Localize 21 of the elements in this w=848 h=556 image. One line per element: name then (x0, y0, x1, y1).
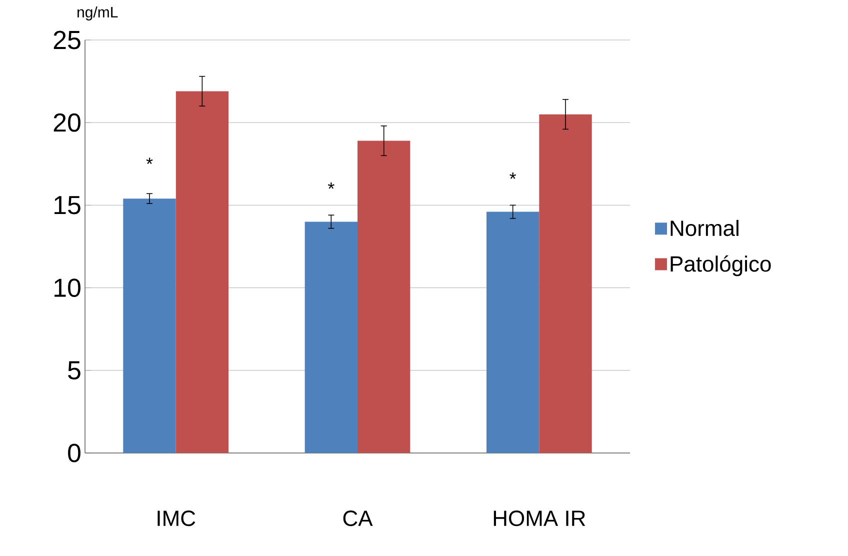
annotation: * (510, 172, 516, 179)
y-tick-label: 10 (54, 278, 80, 297)
y-tick-label: 0 (68, 444, 80, 462)
y-tick-label: 20 (54, 113, 80, 132)
bar (304, 222, 358, 453)
bar (358, 140, 410, 453)
annotation: * (328, 182, 334, 189)
y-tick-label: 5 (68, 361, 80, 380)
y-tick-label: 25 (54, 30, 80, 50)
x-tick-label: IMC (158, 510, 196, 526)
y-axis-title: ng/mL (78, 6, 118, 20)
legend-label: Normal (670, 220, 738, 236)
legend-label: Patológico (670, 255, 771, 276)
y-tick-label: 15 (54, 196, 80, 214)
bar (486, 212, 540, 453)
x-tick-label: HOMA IR (494, 510, 586, 526)
annotation: * (146, 158, 153, 164)
bar (123, 198, 176, 453)
x-tick-label: CA (343, 510, 373, 526)
bar (176, 91, 229, 453)
bar (539, 114, 592, 453)
